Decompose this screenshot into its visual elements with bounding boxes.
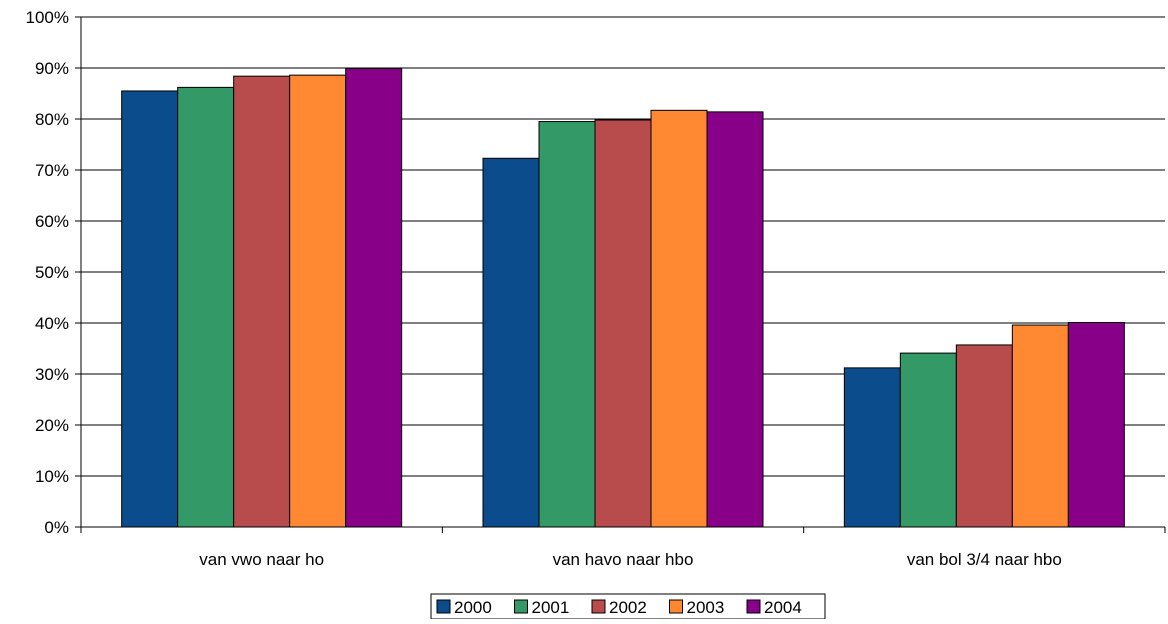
y-tick-label: 30% <box>35 365 69 384</box>
bars <box>121 68 1125 528</box>
y-tick-label: 50% <box>35 263 69 282</box>
bar-2000-2 <box>482 157 540 528</box>
y-tick-label: 10% <box>35 467 69 486</box>
legend-swatch-2003 <box>669 599 683 614</box>
y-tick-label: 20% <box>35 416 69 435</box>
bar-2002-1 <box>233 75 291 528</box>
y-tick-label: 70% <box>35 161 69 180</box>
bar-2000-1 <box>121 90 179 528</box>
legend: 2000 2001 2002 2003 2004 <box>430 593 826 620</box>
bar-2003-2 <box>650 109 708 528</box>
axis-labels: 0% 10% 20% 30% 40% 50% 60% 70% 80% 90% 100% van vwo… <box>26 8 1062 569</box>
y-tick-label: 0% <box>44 518 69 537</box>
legend-label: 2002 <box>609 598 647 617</box>
bar-2001-1 <box>177 86 235 528</box>
legend-label: 2004 <box>764 598 802 617</box>
legend-swatch-2002 <box>591 599 606 614</box>
bar-2000-3 <box>843 367 901 528</box>
legend-swatch-2000 <box>436 599 451 614</box>
y-tick-label: 90% <box>35 59 69 78</box>
bar-2003-3 <box>1011 324 1069 528</box>
x-category-label: van havo naar hbo <box>553 550 694 569</box>
axes <box>75 16 1166 533</box>
bar-2001-3 <box>899 352 957 528</box>
bar-2004-2 <box>706 111 764 528</box>
y-tick-label: 60% <box>35 212 69 231</box>
x-category-label: van bol 3/4 naar hbo <box>907 550 1062 569</box>
bar-2003-1 <box>289 74 347 528</box>
legend-swatch-2001 <box>514 599 528 614</box>
y-tick-label: 80% <box>35 110 69 129</box>
legend-swatch-2004 <box>746 599 761 614</box>
bar-2002-3 <box>955 344 1013 528</box>
legend-label: 2000 <box>454 598 492 617</box>
bar-2004-1 <box>345 68 403 528</box>
bar-2004-3 <box>1067 321 1125 528</box>
legend-label: 2003 <box>687 598 725 617</box>
y-tick-label: 100% <box>26 8 69 27</box>
x-category-label: van vwo naar ho <box>199 550 324 569</box>
bar-2001-2 <box>538 121 596 528</box>
legend-label: 2001 <box>532 598 570 617</box>
bar-2002-2 <box>594 119 652 528</box>
y-tick-label: 40% <box>35 314 69 333</box>
